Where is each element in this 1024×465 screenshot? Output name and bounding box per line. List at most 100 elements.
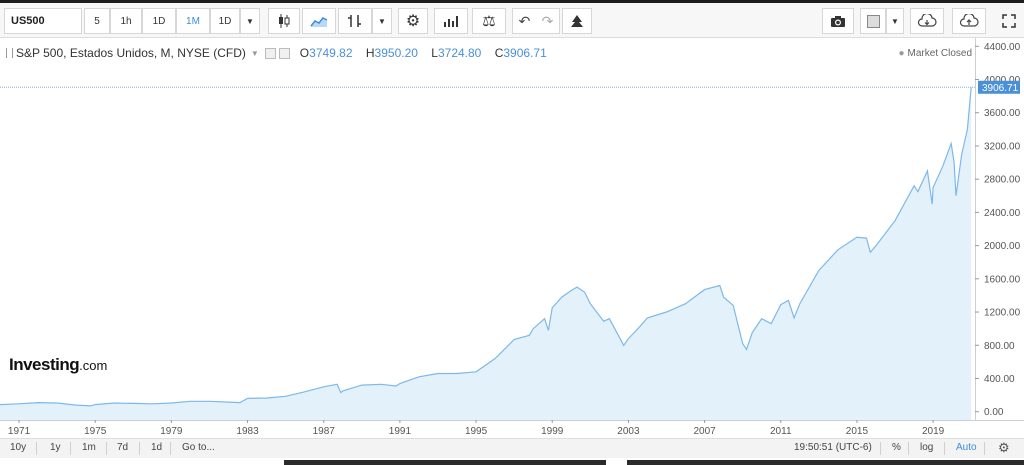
x-tick-label: 2015	[846, 426, 869, 437]
cloud-download-icon	[917, 14, 937, 27]
top-toolbar: US500 5 1h 1D 1M 1D ▼ ▼ ⚙ ⚖	[0, 0, 1024, 38]
color-picker-button[interactable]	[860, 8, 886, 34]
camera-icon	[831, 15, 845, 27]
chart-legend: S&P 500, Estados Unidos, M, NYSE (CFD) ▼…	[6, 46, 557, 60]
symbol-input[interactable]: US500	[4, 8, 82, 34]
chevron-down-icon: ▼	[378, 16, 386, 26]
last-price-label: 3906.71	[982, 83, 1019, 94]
range-select[interactable]: 1D	[210, 8, 240, 34]
market-status-text: Market Closed	[907, 48, 972, 59]
alert-button[interactable]	[562, 8, 592, 34]
balance-icon: ⚖	[482, 13, 496, 30]
x-tick-label: 2011	[770, 426, 792, 437]
bottom-settings-icon[interactable]: ⚙	[998, 440, 1010, 455]
fullscreen-button[interactable]	[996, 8, 1022, 34]
x-tick-label: 2003	[617, 426, 640, 437]
candlestick-icon	[279, 14, 290, 28]
x-tick-label: 1975	[84, 426, 107, 437]
x-tick-label: 1983	[236, 426, 259, 437]
clock-readout: 19:50:51 (UTC-6)	[794, 442, 872, 453]
undo-redo-group: ↶ ↷	[512, 8, 560, 34]
x-tick-label: 1999	[541, 426, 564, 437]
interval-1d-button[interactable]: 1D	[142, 8, 176, 34]
goto-button[interactable]: Go to...	[182, 442, 215, 453]
y-tick-label: 2400.00	[984, 208, 1021, 219]
divider	[908, 442, 909, 455]
close-label: C	[494, 46, 504, 60]
fullscreen-icon	[1002, 14, 1016, 28]
series-area-fill	[0, 87, 972, 421]
footer-strip	[0, 458, 1024, 465]
y-tick-label: 3200.00	[984, 141, 1021, 152]
indicators-icon	[348, 15, 361, 27]
divider	[170, 442, 171, 455]
compare-button[interactable]: ⚖	[472, 8, 506, 34]
auto-scale-toggle[interactable]: Auto	[956, 442, 977, 453]
chevron-down-icon[interactable]: ▼	[250, 48, 259, 58]
divider	[106, 442, 107, 455]
y-tick-label: 0.00	[984, 407, 1004, 418]
x-tick-label: 1979	[160, 426, 183, 437]
y-tick-label: 400.00	[984, 374, 1015, 385]
chart-area[interactable]: 0.00 400.00 800.00 1200.00 1600.00 2000.00 240…	[0, 38, 1024, 438]
y-tick-label: 800.00	[984, 341, 1015, 352]
settings-button[interactable]: ⚙	[398, 8, 428, 34]
x-tick-label: 1971	[8, 426, 31, 437]
range-1d-button[interactable]: 1d	[151, 442, 163, 453]
studies-button[interactable]	[434, 8, 468, 34]
area-chart-button[interactable]	[302, 8, 336, 34]
divider	[36, 442, 37, 455]
range-1y-button[interactable]: 1y	[50, 442, 61, 453]
indicators-dropdown-button[interactable]: ▼	[372, 8, 392, 34]
divider	[984, 442, 985, 455]
indicators-button[interactable]	[338, 8, 372, 34]
range-10y-button[interactable]: 10y	[10, 442, 27, 453]
percent-toggle[interactable]: %	[892, 442, 901, 453]
range-7d-button[interactable]: 7d	[117, 442, 129, 453]
cloud-upload-icon	[959, 14, 979, 27]
x-tick-label: 2007	[693, 426, 716, 437]
y-tick-label: 1200.00	[984, 308, 1021, 319]
divider	[139, 442, 140, 455]
low-value: 3724.80	[437, 46, 482, 60]
color-dropdown-button[interactable]: ▼	[886, 8, 904, 34]
settings-small-icon[interactable]	[264, 47, 276, 59]
color-square-icon	[866, 14, 880, 28]
divider	[944, 442, 945, 455]
scrollbar-segment	[627, 460, 1024, 465]
y-tick-label: 4400.00	[984, 42, 1021, 53]
last-price-tag	[978, 80, 1020, 94]
y-tick-label: 2000.00	[984, 241, 1021, 252]
bar-chart-icon	[444, 16, 458, 27]
y-tick-label: 2800.00	[984, 175, 1021, 186]
y-tick-label: 1600.00	[984, 274, 1021, 285]
investing-logo: Investing.com	[9, 355, 107, 375]
price-chart[interactable]: 0.00 400.00 800.00 1200.00 1600.00 2000.00 240…	[0, 38, 1024, 438]
chevron-down-icon: ▼	[891, 16, 899, 26]
low-label: L	[431, 46, 438, 60]
collapse-legend-icon[interactable]	[6, 48, 13, 58]
redo-icon[interactable]: ↷	[541, 12, 554, 29]
screenshot-button[interactable]	[822, 8, 854, 34]
y-tick-label: 4000.00	[984, 75, 1021, 86]
log-toggle[interactable]: log	[920, 442, 934, 453]
logo-main: Investing	[9, 355, 80, 374]
logo-suffix: .com	[79, 358, 108, 373]
x-tick-label: 1987	[313, 426, 336, 437]
interval-1m-button[interactable]: 1M	[176, 8, 210, 34]
settings-gear-icon: ⚙	[405, 13, 421, 30]
range-dropdown-button[interactable]: ▼	[240, 8, 260, 34]
candlestick-button[interactable]	[268, 8, 300, 34]
open-value: 3749.82	[309, 46, 353, 60]
visibility-icon[interactable]	[278, 47, 290, 59]
load-chart-button[interactable]	[910, 8, 944, 34]
alert-tree-icon	[571, 15, 583, 27]
y-tick-label: 3600.00	[984, 108, 1021, 119]
range-1m-button[interactable]: 1m	[82, 442, 96, 453]
save-chart-button[interactable]	[952, 8, 986, 34]
undo-icon[interactable]: ↶	[518, 12, 531, 29]
interval-1h-button[interactable]: 1h	[110, 8, 142, 34]
interval-5-button[interactable]: 5	[84, 8, 110, 34]
status-dot-icon: ●	[898, 48, 905, 59]
open-label: O	[299, 46, 310, 60]
